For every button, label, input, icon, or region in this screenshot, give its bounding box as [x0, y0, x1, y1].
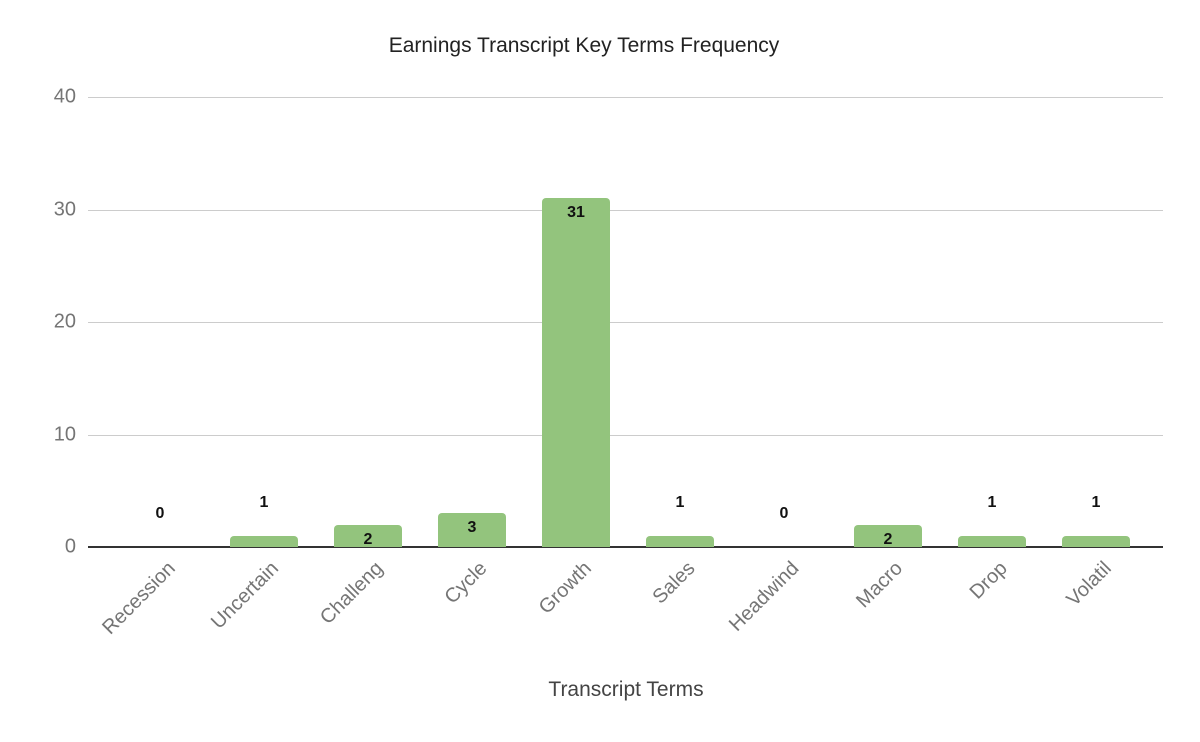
- x-tick-label: Recession: [97, 557, 180, 639]
- x-axis-baseline: [88, 546, 1163, 548]
- data-label: 0: [155, 505, 165, 522]
- bar-volatil[interactable]: [1062, 535, 1130, 547]
- data-label: 0: [779, 505, 789, 522]
- y-tick-label: 0: [64, 535, 76, 558]
- bar-growth[interactable]: [542, 198, 610, 547]
- y-tick-label: 10: [53, 423, 76, 445]
- x-tick-label: Headwind: [724, 557, 804, 636]
- data-label: 1: [675, 493, 685, 511]
- x-axis-title: Transcript Terms: [548, 678, 704, 701]
- y-tick-label: 30: [53, 198, 76, 220]
- x-tick-label: Drop: [965, 557, 1012, 604]
- y-tick-label: 40: [53, 85, 76, 108]
- data-label: 1: [259, 493, 269, 511]
- y-tick-label: 20: [53, 310, 76, 333]
- bar-cycle[interactable]: [438, 513, 506, 547]
- x-tick-label: Challeng: [316, 557, 388, 629]
- gridline: [88, 322, 1163, 323]
- bar-macro[interactable]: [854, 524, 922, 547]
- x-tick-label: Uncertain: [207, 557, 284, 634]
- gridline: [88, 209, 1163, 211]
- bar-drop[interactable]: [958, 535, 1026, 547]
- x-tick-label: Sales: [648, 557, 700, 609]
- chart-title: Earnings Transcript Key Terms Frequency: [388, 34, 780, 57]
- data-label: 2: [363, 530, 373, 548]
- data-label: 3: [467, 519, 477, 537]
- x-tick-label: Macro: [852, 557, 908, 613]
- bar-uncertain[interactable]: [230, 535, 298, 547]
- data-label: 1: [1091, 493, 1101, 511]
- plot-area: 0 1 2 3 31 1 0 2 1 1: [88, 97, 1163, 548]
- gridline: [88, 97, 1163, 98]
- data-label: 2: [883, 530, 893, 548]
- bar-sales[interactable]: [646, 535, 714, 547]
- data-label: 31: [567, 204, 585, 222]
- data-label: 1: [987, 493, 997, 511]
- bar-challeng[interactable]: [334, 524, 402, 547]
- gridline: [88, 434, 1163, 436]
- x-tick-label: Cycle: [440, 557, 492, 609]
- x-tick-label: Volatil: [1062, 557, 1116, 611]
- x-tick-label: Growth: [534, 557, 596, 619]
